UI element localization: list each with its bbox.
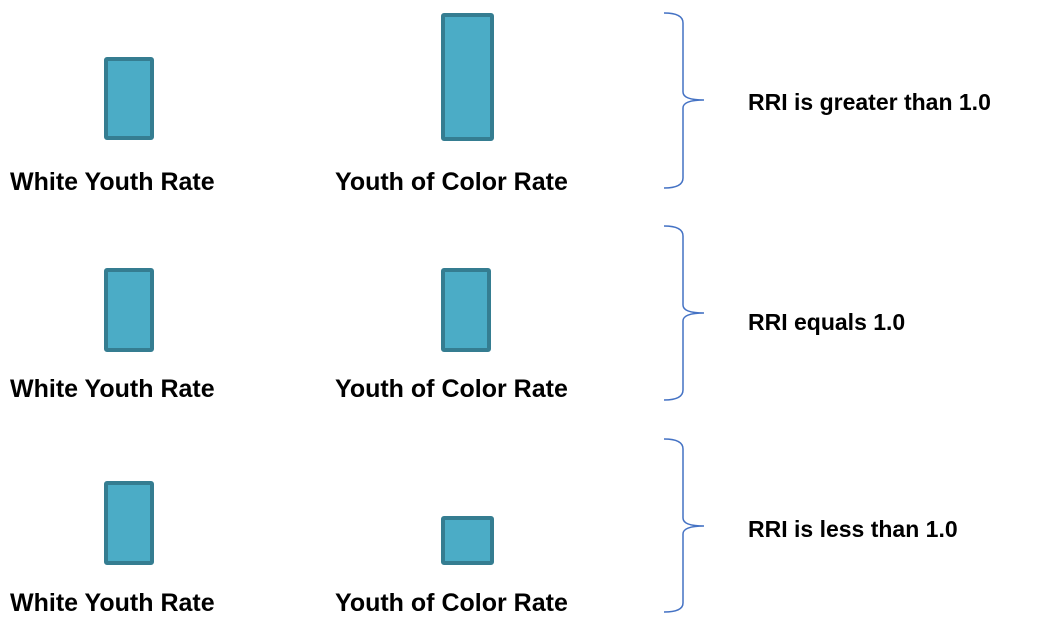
rri-result-row1: RRI is greater than 1.0 (748, 89, 991, 115)
white-youth-rate-bar-row1 (104, 57, 154, 140)
rri-result-row3: RRI is less than 1.0 (748, 516, 958, 542)
youth-of-color-rate-label-row3: Youth of Color Rate (335, 589, 568, 617)
right-brace-row3 (663, 438, 705, 613)
rri-result-row2: RRI equals 1.0 (748, 309, 906, 335)
youth-of-color-rate-bar-row1 (441, 13, 494, 141)
white-youth-rate-bar-row2 (104, 268, 154, 352)
white-youth-rate-label-row3: White Youth Rate (10, 589, 215, 617)
white-youth-rate-label-row2: White Youth Rate (10, 375, 215, 403)
right-brace-row2 (663, 225, 705, 401)
white-youth-rate-bar-row3 (104, 481, 154, 565)
youth-of-color-rate-bar-row3 (441, 516, 494, 565)
youth-of-color-rate-bar-row2 (441, 268, 491, 352)
youth-of-color-rate-label-row2: Youth of Color Rate (335, 375, 568, 403)
youth-of-color-rate-label-row1: Youth of Color Rate (335, 168, 568, 196)
white-youth-rate-label-row1: White Youth Rate (10, 168, 215, 196)
right-brace-row1 (663, 12, 705, 189)
